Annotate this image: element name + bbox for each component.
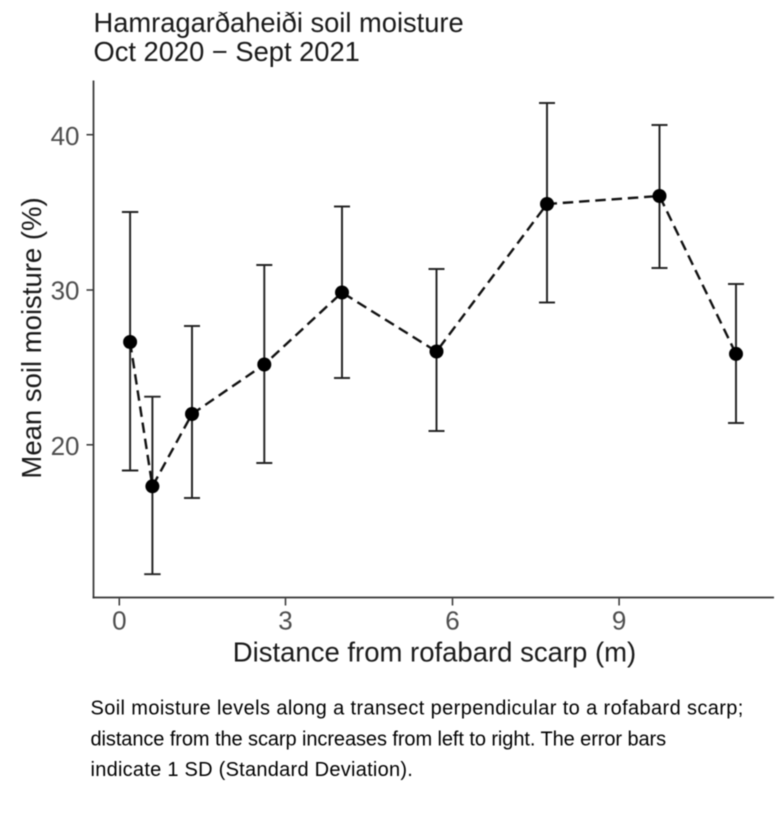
- svg-text:Distance from rofabard scarp (: Distance from rofabard scarp (m): [233, 636, 636, 667]
- svg-text:Hamragarðaheiði soil moisture: Hamragarðaheiði soil moisture: [94, 7, 464, 38]
- svg-text:0: 0: [112, 606, 126, 636]
- svg-text:Oct 2020 − Sept 2021: Oct 2020 − Sept 2021: [94, 36, 360, 67]
- svg-text:Soil moisture levels along a t: Soil moisture levels along a transect pe…: [91, 698, 744, 720]
- svg-text:6: 6: [445, 606, 459, 636]
- svg-text:distance from the scarp increa: distance from the scarp increases from l…: [91, 728, 667, 750]
- svg-text:3: 3: [278, 606, 292, 636]
- svg-text:9: 9: [612, 606, 626, 636]
- svg-text:Mean soil moisture (%): Mean soil moisture (%): [16, 197, 47, 478]
- svg-text:30: 30: [51, 276, 80, 306]
- svg-text:40: 40: [51, 121, 80, 151]
- svg-text:indicate 1 SD (Standard Deviat: indicate 1 SD (Standard Deviation).: [91, 759, 414, 781]
- svg-text:20: 20: [51, 431, 80, 461]
